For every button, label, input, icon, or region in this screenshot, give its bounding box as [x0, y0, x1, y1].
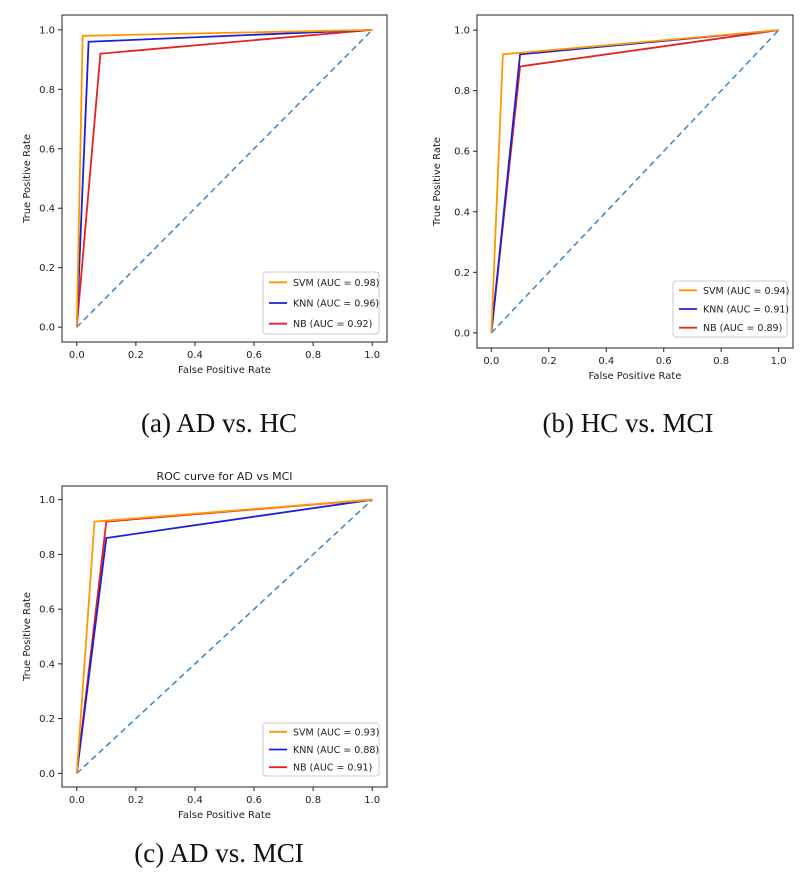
x-tick-label: 0.8	[305, 795, 321, 806]
chart-panel-0: 0.0 0.2 0.4 0.6 0.8 1.0 0.0 0.2 0.4 0.6 0.8 1.0 Fals…	[22, 14, 388, 438]
roc-line-svm	[75, 498, 373, 774]
chart-title: ROC curve for AD vs MCI	[156, 470, 292, 483]
y-tick-label: 1.0	[39, 25, 55, 36]
y-tick-label: 0.0	[39, 323, 55, 334]
chance-diagonal-line	[76, 499, 373, 774]
y-tick-label: 0.6	[39, 605, 55, 616]
chart-panel-1: 0.0 0.2 0.4 0.6 0.8 1.0 0.0 0.2 0.4 0.6 0.8 1.0 Fals…	[432, 14, 794, 438]
legend-label: SVM (AUC = 0.93)	[293, 727, 379, 738]
legend-label: KNN (AUC = 0.96)	[293, 299, 379, 310]
roc-line-knn	[75, 498, 373, 774]
figure-caption: (a) AD vs. HC	[141, 408, 297, 438]
roc-line-knn	[75, 28, 373, 328]
y-tick-label: 0.8	[39, 85, 55, 96]
legend-label: SVM (AUC = 0.98)	[293, 278, 379, 289]
x-tick-label: 0.6	[246, 795, 262, 806]
y-tick-label: 0.4	[39, 659, 55, 670]
y-tick-label: 0.8	[454, 86, 470, 97]
x-tick-label: 1.0	[364, 350, 380, 361]
plot-frame	[61, 14, 388, 343]
y-tick-label: 0.6	[39, 144, 55, 155]
y-tick-label: 0.2	[39, 714, 55, 725]
y-tick-label: 0.0	[454, 328, 470, 339]
legend-label: KNN (AUC = 0.91)	[703, 305, 789, 316]
x-tick-label: 0.4	[187, 795, 203, 806]
x-axis-label: False Positive Rate	[589, 371, 682, 382]
roc-line-svm	[75, 28, 373, 328]
y-axis-label: True Positive Rate	[22, 134, 33, 224]
plot-frame	[61, 485, 388, 788]
legend: SVM (AUC = 0.98) KNN (AUC = 0.96) NB (AUC …	[262, 271, 380, 335]
x-tick-label: 0.8	[713, 356, 729, 367]
y-tick-label: 1.0	[454, 26, 470, 37]
y-tick-label: 0.4	[39, 204, 55, 215]
chart-panel-2: ROC curve for AD vs MCI 0.0 0.2 0.4 0.6 0.8 1.…	[22, 470, 388, 868]
y-tick-label: 0.4	[454, 207, 470, 218]
y-tick-label: 0.2	[454, 268, 470, 279]
legend-box	[262, 271, 380, 335]
roc-line-nb	[75, 28, 373, 328]
legend-label: NB (AUC = 0.89)	[703, 323, 782, 334]
x-tick-label: 0.0	[69, 350, 85, 361]
x-tick-label: 0.4	[187, 350, 203, 361]
x-tick-label: 0.2	[128, 795, 144, 806]
y-axis-label: True Positive Rate	[432, 137, 443, 227]
roc-line-svm	[490, 29, 779, 333]
legend: SVM (AUC = 0.93) KNN (AUC = 0.88) NB (AUC …	[262, 722, 380, 777]
x-tick-label: 0.6	[656, 356, 672, 367]
x-tick-label: 0.6	[246, 350, 262, 361]
y-tick-label: 0.6	[454, 147, 470, 158]
legend-label: SVM (AUC = 0.94)	[703, 286, 789, 297]
x-tick-label: 0.4	[598, 356, 614, 367]
x-tick-label: 0.0	[483, 356, 499, 367]
x-tick-label: 0.8	[305, 350, 321, 361]
x-axis-label: False Positive Rate	[178, 810, 271, 821]
legend-box	[672, 280, 788, 338]
legend: SVM (AUC = 0.94) KNN (AUC = 0.91) NB (AUC …	[672, 280, 789, 338]
x-tick-label: 1.0	[771, 356, 787, 367]
x-tick-label: 0.0	[69, 795, 85, 806]
y-tick-label: 0.8	[39, 550, 55, 561]
y-tick-label: 1.0	[39, 495, 55, 506]
legend-box	[262, 722, 380, 777]
y-tick-label: 0.0	[39, 769, 55, 780]
x-tick-label: 0.2	[541, 356, 557, 367]
legend-label: NB (AUC = 0.92)	[293, 319, 372, 330]
x-tick-label: 1.0	[364, 795, 380, 806]
x-tick-label: 0.2	[128, 350, 144, 361]
legend-label: KNN (AUC = 0.88)	[293, 745, 379, 756]
figure-caption: (c) AD vs. MCI	[134, 838, 304, 868]
y-tick-label: 0.2	[39, 263, 55, 274]
x-axis-label: False Positive Rate	[178, 365, 271, 376]
legend-label: NB (AUC = 0.91)	[293, 763, 372, 774]
y-axis-label: True Positive Rate	[22, 592, 33, 682]
plot-frame	[476, 14, 794, 349]
figure-caption: (b) HC vs. MCI	[542, 408, 713, 438]
